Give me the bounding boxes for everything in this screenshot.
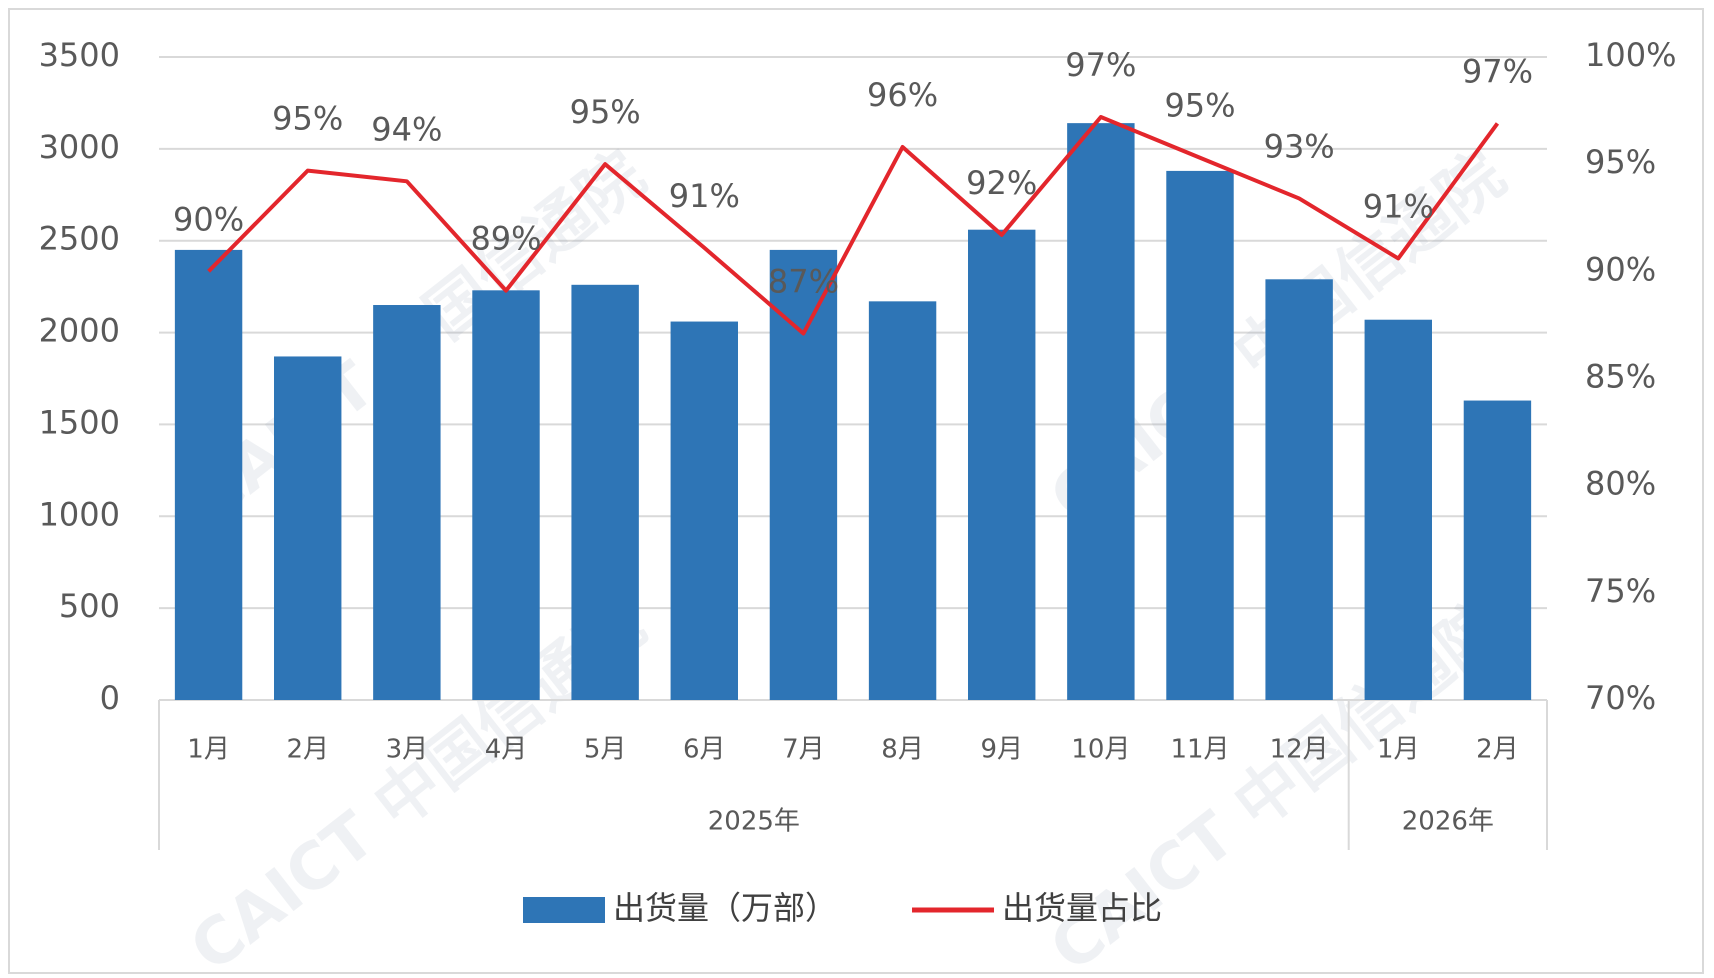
x-tick-label: 11月 — [1170, 735, 1229, 765]
y2-tick-label: 95% — [1585, 143, 1656, 181]
data-label: 94% — [371, 110, 442, 148]
x-tick-label: 1月 — [1377, 735, 1420, 765]
x-tick-label: 1月 — [187, 735, 230, 765]
y2-tick-label: 75% — [1585, 572, 1656, 610]
data-label: 95% — [570, 93, 641, 131]
data-label: 90% — [173, 200, 244, 238]
bar — [769, 249, 838, 700]
bar — [670, 321, 738, 700]
x-tick-label: 12月 — [1270, 735, 1329, 765]
x-tick-label: 8月 — [881, 735, 924, 765]
bar — [174, 249, 243, 700]
y-tick-label: 3500 — [39, 36, 120, 74]
line — [207, 115, 1500, 336]
data-label: 87% — [768, 262, 839, 300]
legend-swatch — [523, 897, 605, 923]
y-tick-label: 3000 — [39, 128, 120, 166]
y2-tick-label: 80% — [1585, 465, 1656, 503]
x-tick-label: 3月 — [386, 735, 429, 765]
x-tick-label: 9月 — [980, 735, 1023, 765]
group-label: 2026年 — [1402, 807, 1494, 837]
y2-tick-label: 85% — [1585, 358, 1656, 396]
y-tick-label: 500 — [59, 587, 120, 625]
bar — [571, 284, 639, 700]
bar — [1463, 400, 1532, 700]
y2-tick-label: 100% — [1585, 36, 1676, 74]
legend-label: 出货量占比 — [1002, 889, 1162, 927]
x-tick-label: 4月 — [485, 735, 528, 765]
bar — [1265, 279, 1333, 700]
x-tick-label: 2月 — [1476, 735, 1519, 765]
data-label: 92% — [966, 164, 1037, 202]
y-tick-label: 2500 — [39, 220, 120, 258]
y-tick-label: 1500 — [39, 403, 120, 441]
bar — [868, 301, 937, 700]
bar — [373, 305, 441, 700]
legend-label: 出货量（万部） — [613, 889, 837, 927]
bar — [1166, 170, 1234, 701]
bar — [1364, 319, 1432, 700]
y-tick-label: 0 — [100, 679, 120, 717]
y-tick-label: 2000 — [39, 312, 120, 350]
bar — [472, 290, 540, 700]
data-label: 91% — [669, 177, 740, 215]
x-tick-label: 10月 — [1071, 735, 1130, 765]
data-label: 89% — [470, 220, 541, 258]
group-label: 2025年 — [708, 807, 800, 837]
data-label: 95% — [272, 100, 343, 138]
x-tick-label: 6月 — [683, 735, 726, 765]
data-label: 91% — [1363, 187, 1434, 225]
y-tick-label: 1000 — [39, 495, 120, 533]
x-tick-label: 2月 — [286, 735, 329, 765]
x-tick-label: 5月 — [584, 735, 627, 765]
y2-tick-label: 90% — [1585, 250, 1656, 288]
x-tick-label: 7月 — [782, 735, 825, 765]
data-label: 97% — [1462, 52, 1533, 90]
data-label: 97% — [1065, 46, 1136, 84]
data-label: 93% — [1264, 127, 1335, 165]
bar — [1067, 123, 1135, 700]
y2-tick-label: 70% — [1585, 679, 1656, 717]
bar — [274, 356, 342, 700]
data-label: 96% — [867, 76, 938, 114]
bar — [968, 229, 1036, 701]
data-label: 95% — [1164, 87, 1235, 125]
